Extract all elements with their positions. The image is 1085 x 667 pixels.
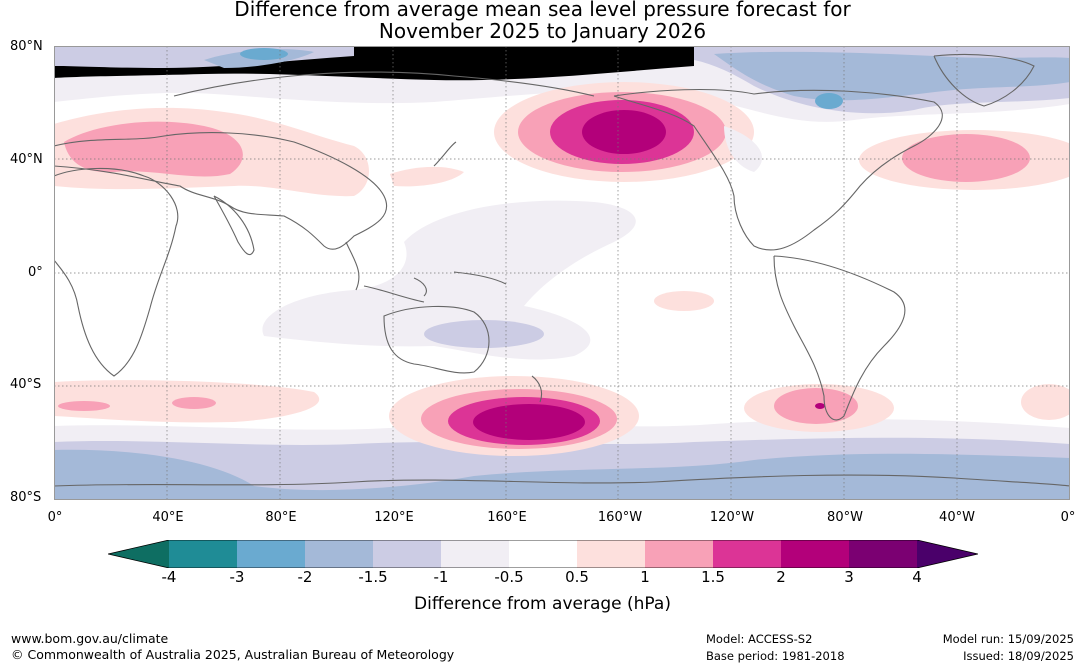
- southern-positive-anomalies: [54, 376, 1077, 456]
- eastern-pacific-positive-anomaly: [654, 291, 714, 311]
- map-title-line-1: Difference from average mean sea level p…: [234, 0, 851, 21]
- map-title-line-2: November 2025 to January 2026: [378, 19, 707, 43]
- lon-label-0-left: 0°: [47, 510, 63, 525]
- lon-label-160w: 160°W: [597, 510, 643, 525]
- lon-label-40e: 40°E: [152, 510, 184, 525]
- lon-label-160e: 160°E: [487, 510, 527, 525]
- arctic-negative-anomaly: [54, 46, 1070, 122]
- lon-label-0-right: 0°: [1060, 510, 1076, 525]
- colorbar-segment-1-1-5: [645, 540, 713, 568]
- footer-base-period: Base period: 1981-2018: [706, 649, 845, 663]
- colorbar-segment-0-5-1: [577, 540, 645, 568]
- colorbar-segment-2-3: [781, 540, 849, 568]
- colorbar-segment-neutral: [509, 540, 577, 568]
- colorbar-segment-lt-4: [108, 540, 169, 568]
- colorbar-tick: -1: [433, 568, 449, 586]
- colorbar-title: Difference from average (hPa): [414, 594, 671, 614]
- lon-label-120w: 120°W: [709, 510, 755, 525]
- tropical-weak-negative-anomaly: [262, 126, 763, 360]
- lon-label-120e: 120°E: [374, 510, 414, 525]
- colorbar-segment-3-4: [849, 540, 917, 568]
- colorbar-segment-4-3: [169, 540, 237, 568]
- colorbar-tick: 0.5: [565, 568, 589, 586]
- lon-label-80e: 80°E: [265, 510, 297, 525]
- pressure-anomaly-map: [53, 46, 1085, 500]
- colorbar-segment-1-5-2: [713, 540, 781, 568]
- colorbar-tick: 1: [640, 568, 650, 586]
- colorbar-tick: -0.5: [494, 568, 524, 586]
- colorbar-segment-1-5-1: [373, 540, 441, 568]
- colorbar-tick: -2: [297, 568, 313, 586]
- footer-model: Model: ACCESS-S2: [706, 632, 813, 646]
- lat-label-40n: 40°N: [10, 152, 43, 167]
- colorbar-tick: 2: [776, 568, 786, 586]
- eurasia-positive-anomaly: [54, 107, 464, 197]
- colorbar-segment-gt-4: [917, 540, 978, 568]
- coastlines: [53, 53, 1071, 487]
- southern-ocean-negative-anomaly: [54, 419, 1070, 500]
- colorbar-tick: 1.5: [701, 568, 725, 586]
- colorbar-segment-3-2: [237, 540, 305, 568]
- colorbar-tick: -3: [229, 568, 245, 586]
- footer-url[interactable]: www.bom.gov.au/climate: [11, 631, 169, 646]
- colorbar-tick: 4: [912, 568, 922, 586]
- graticule: [54, 46, 1070, 500]
- lat-label-80s: 80°S: [10, 490, 42, 505]
- north-pacific-positive-anomaly: [494, 82, 754, 182]
- lat-label-40s: 40°S: [10, 377, 42, 392]
- lat-label-80n: 80°N: [10, 39, 43, 54]
- lon-label-80w: 80°W: [827, 510, 863, 525]
- colorbar-tick: 3: [844, 568, 854, 586]
- colorbar: [107, 539, 979, 569]
- colorbar-tick: -4: [161, 568, 177, 586]
- colorbar-tick: -1.5: [358, 568, 388, 586]
- footer-model-run: Model run: 15/09/2025: [942, 632, 1074, 646]
- footer-issued: Issued: 18/09/2025: [963, 649, 1074, 663]
- lon-label-40w: 40°W: [939, 510, 975, 525]
- lat-label-0: 0°: [28, 265, 43, 280]
- colorbar-segment-1-0-5: [441, 540, 509, 568]
- footer-copyright: © Commonwealth of Australia 2025, Austra…: [11, 647, 455, 662]
- colorbar-segment-2-1-5: [305, 540, 373, 568]
